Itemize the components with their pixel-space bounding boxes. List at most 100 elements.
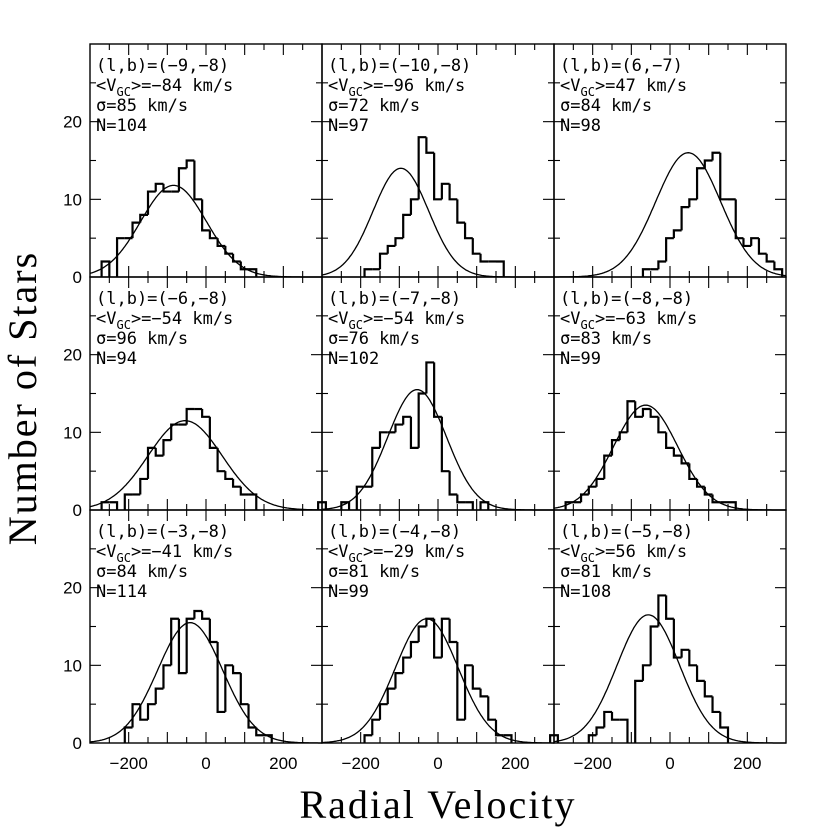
x-tick-label: −200: [342, 754, 380, 773]
gaussian-fit-curve: [553, 614, 786, 744]
histogram-bin: [703, 486, 713, 496]
histogram-bin: [185, 617, 195, 674]
vgc-subscript: GC: [580, 318, 594, 332]
panel-n-label: N=97: [328, 116, 369, 136]
histogram-bin: [610, 711, 620, 721]
histogram-bin: [742, 238, 752, 248]
histogram-bin: [208, 618, 218, 644]
y-tick-label: 0: [73, 734, 82, 753]
vgc-value: >=−84 km/s: [131, 76, 233, 96]
histogram-bin: [363, 268, 373, 277]
panel-0-2: (l,b)=(6,−7)<VGC>=47 km/sσ=84 km/sN=98: [553, 43, 787, 278]
histogram-bin: [657, 416, 667, 434]
histogram-bin: [719, 152, 728, 201]
gaussian-fit-curve: [321, 167, 554, 278]
panel-n-label: N=99: [328, 582, 369, 602]
histogram-bin: [703, 680, 713, 698]
histogram-bin: [100, 501, 110, 510]
histogram-bin: [440, 617, 450, 658]
panel-1-1: (l,b)=(−7,−8)<VGC>=−54 km/sσ=76 km/sN=10…: [321, 276, 555, 511]
histogram-bin: [231, 478, 241, 488]
histogram-bin: [680, 648, 690, 658]
histogram-bin: [255, 727, 264, 737]
histogram-bin: [201, 610, 210, 620]
histogram-bin: [193, 160, 203, 201]
panel-1-0: (l,b)=(−6,−8)<VGC>=−54 km/sσ=96 km/sN=94…: [63, 276, 327, 520]
x-tick-label: 200: [501, 754, 529, 773]
panel-vgc-label: <VGC>=47 km/s: [560, 76, 687, 99]
panel-2-0: (l,b)=(−3,−8)<VGC>=−41 km/sσ=84 km/sN=11…: [63, 509, 323, 773]
histogram-bin: [170, 617, 179, 666]
histogram-bin: [634, 401, 643, 418]
histogram-bin: [185, 159, 195, 169]
histogram-bin: [216, 447, 226, 473]
gaussian-fit-curve: [554, 152, 787, 278]
histogram-bin: [672, 229, 682, 239]
histogram-bin: [162, 664, 172, 689]
panel-vgc-label: <VGC>=−54 km/s: [328, 309, 465, 332]
panel-vgc-label: <VGC>=−96 km/s: [328, 76, 465, 99]
histogram-bin: [131, 221, 141, 239]
histogram-bin: [626, 400, 636, 433]
vgc-prefix: <V: [560, 76, 580, 96]
panel-sigma-label: σ=81 km/s: [560, 562, 652, 582]
histogram-bin: [587, 485, 597, 495]
histogram-bin: [618, 431, 628, 441]
panel-lb-label: (l,b)=(−4,−8): [328, 522, 461, 542]
histogram-bin: [123, 493, 133, 510]
panel-n-label: N=108: [560, 582, 611, 602]
histogram-bin: [247, 704, 257, 729]
histogram-bin: [239, 486, 249, 496]
histogram-bin: [479, 688, 489, 698]
histogram-bin: [703, 159, 713, 169]
histogram-bin: [456, 199, 466, 224]
vgc-subscript: GC: [348, 551, 362, 565]
histogram-bin: [371, 446, 380, 487]
histogram-bin: [378, 431, 388, 448]
histogram-bin: [193, 609, 203, 619]
histogram-bin: [750, 237, 759, 246]
panel-sigma-label: σ=83 km/s: [560, 329, 652, 349]
y-tick-label: 10: [63, 423, 82, 442]
histogram-bin: [734, 199, 744, 240]
histogram-bin: [224, 471, 234, 481]
histogram-bin: [463, 664, 473, 720]
histogram-bin: [665, 595, 674, 620]
histogram-bin: [448, 471, 458, 496]
vgc-subscript: GC: [580, 85, 594, 99]
x-tick-label: 200: [733, 754, 761, 773]
histogram-bin: [665, 432, 674, 449]
histogram-bin: [177, 167, 187, 192]
vgc-value: >=−29 km/s: [363, 542, 465, 562]
vgc-subscript: GC: [116, 85, 130, 99]
histogram-bin: [201, 199, 210, 232]
histogram-bin: [363, 734, 373, 743]
histogram-bin: [665, 237, 674, 262]
histogram-bin: [425, 361, 435, 394]
histogram-bin: [248, 268, 258, 277]
histogram-bin: [402, 656, 411, 674]
histogram-bin: [162, 183, 172, 193]
histogram-bin: [394, 237, 404, 246]
panel-sigma-label: σ=81 km/s: [328, 562, 420, 582]
y-tick-label: 0: [73, 501, 82, 520]
histogram-bin: [680, 206, 690, 231]
histogram-bin: [649, 625, 659, 666]
vgc-prefix: <V: [96, 76, 116, 96]
gaussian-fit-curve: [89, 621, 322, 744]
histogram-bin: [224, 245, 234, 255]
y-tick-label: 20: [63, 346, 82, 365]
histogram-bin: [146, 446, 156, 479]
histogram-bin: [162, 439, 172, 456]
histogram-bin: [185, 407, 195, 425]
gaussian-fit-curve: [553, 404, 786, 511]
histogram-bin: [672, 447, 682, 457]
vgc-prefix: <V: [96, 542, 116, 562]
histogram-bin: [239, 673, 249, 706]
histogram-bin: [409, 198, 419, 215]
histogram-bin: [672, 618, 682, 659]
histogram-bin: [402, 415, 411, 425]
histogram-bin: [154, 182, 164, 192]
panel-2-1: (l,b)=(−4,−8)<VGC>=−29 km/sσ=81 km/sN=99…: [321, 509, 559, 773]
histogram-bin: [417, 625, 427, 643]
